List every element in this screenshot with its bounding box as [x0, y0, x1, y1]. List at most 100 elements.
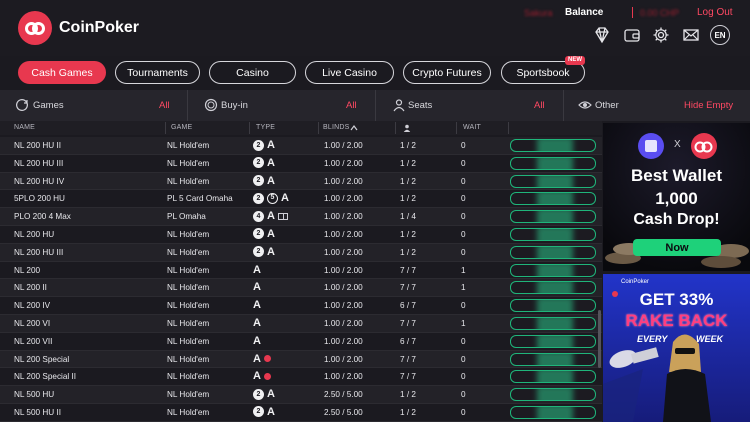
col-blinds[interactable]: BLINDS	[323, 124, 350, 131]
join-table-button[interactable]	[510, 299, 596, 313]
table-row[interactable]: NL 200 VII NL Hold'em A 1.00 / 2.00 6 / 7 0	[0, 333, 602, 351]
row-blinds: 1.00 / 2.00	[324, 265, 363, 275]
row-wait: 0	[461, 212, 466, 222]
table-row[interactable]: NL 200 HU IV NL Hold'em 2 A 1.00 / 2.00 1 / 2…	[0, 172, 602, 191]
join-table-button[interactable]	[510, 281, 596, 295]
join-table-button[interactable]	[510, 263, 596, 277]
row-blinds: 1.00 / 2.00	[324, 212, 363, 222]
table-row[interactable]: NL 200 HU III NL Hold'em 2 A 1.00 / 2.00 1 / …	[0, 155, 602, 173]
diamond-icon[interactable]	[593, 26, 611, 44]
table-row[interactable]: 5PLO 200 HU PL 5 Card Omaha 2 5 A 1.00 / 2.00…	[0, 190, 602, 209]
join-table-button[interactable]	[510, 352, 596, 366]
table-row[interactable]: NL 200 Special NL Hold'em A 1.00 / 2.00 7 / …	[0, 350, 602, 369]
row-game: NL Hold'em	[167, 354, 210, 364]
row-type-icons: A	[253, 299, 264, 311]
tab-casino[interactable]: Casino	[209, 61, 296, 84]
tab-tournaments[interactable]: Tournaments	[115, 61, 200, 84]
join-table-button[interactable]	[510, 174, 596, 188]
row-wait: 0	[461, 372, 466, 382]
table-row[interactable]: NL 500 HU NL Hold'em 2 A 2.50 / 5.00 1 / 2 0	[0, 386, 602, 404]
logout-link[interactable]: Log Out	[697, 7, 733, 18]
row-type-icons: A	[253, 281, 264, 293]
row-type-icons: A	[253, 353, 271, 365]
filter-seats-value[interactable]: All	[534, 100, 545, 111]
row-blinds: 1.00 / 2.00	[324, 301, 363, 311]
row-wait: 0	[461, 336, 466, 346]
col-divider	[165, 122, 166, 134]
join-button-glow	[537, 264, 573, 276]
ad2-line2: RAKE BACK	[625, 311, 728, 330]
coinpoker-logo-icon[interactable]	[18, 11, 52, 45]
table-row[interactable]: NL 200 HU NL Hold'em 2 A 1.00 / 2.00 1 / 2 0	[0, 226, 602, 244]
filter-seats[interactable]: Seats All	[376, 90, 563, 121]
table-row[interactable]: NL 200 IV NL Hold'em A 1.00 / 2.00 6 / 7 0	[0, 297, 602, 315]
special-dot-icon	[263, 372, 271, 380]
ad2-line3: EVERY	[637, 334, 668, 344]
filter-games[interactable]: Games All	[0, 90, 187, 121]
row-seats: 7 / 7	[400, 265, 416, 275]
col-game[interactable]: GAME	[171, 124, 193, 131]
tab-cash-games[interactable]: Cash Games	[18, 61, 106, 84]
row-blinds: 2.50 / 5.00	[324, 407, 363, 417]
table-row[interactable]: NL 200 HU II NL Hold'em 2 A 1.00 / 2.00 1 / 2…	[0, 137, 602, 155]
filter-buyin[interactable]: Buy-in All	[188, 90, 375, 121]
join-table-button[interactable]	[510, 156, 596, 170]
table-row[interactable]: NL 200 NL Hold'em A 1.00 / 2.00 7 / 7 1	[0, 262, 602, 280]
join-table-button[interactable]	[510, 210, 596, 224]
col-type[interactable]: TYPE	[256, 124, 276, 131]
promo-banner-best-wallet[interactable]: X Best Wallet 1,000 Cash Drop! Now	[603, 123, 750, 271]
table-row[interactable]: NL 200 VI NL Hold'em A 1.00 / 2.00 7 / 7 1	[0, 314, 602, 333]
table-scrollbar[interactable]	[598, 310, 601, 368]
row-seats: 7 / 7	[400, 318, 416, 328]
players-icon[interactable]	[403, 124, 411, 132]
table-row[interactable]: NL 200 II NL Hold'em A 1.00 / 2.00 7 / 7 1	[0, 279, 602, 298]
join-table-button[interactable]	[510, 316, 596, 330]
max-players-icon: 2	[253, 406, 264, 418]
col-name[interactable]: NAME	[14, 124, 36, 131]
row-game: NL Hold'em	[167, 336, 210, 346]
special-dot-icon	[263, 355, 271, 363]
row-wait: 0	[461, 141, 466, 150]
join-table-button[interactable]	[510, 192, 596, 206]
promo-banner-rakeback[interactable]: CoinPoker GET 33% RAKE BACK EVERY WEEK	[603, 274, 750, 422]
tab-crypto-futures[interactable]: Crypto Futures	[403, 61, 491, 84]
ad2-line4: WEEK	[696, 334, 723, 344]
col-wait[interactable]: WAIT	[463, 124, 482, 131]
wallet-icon[interactable]	[623, 26, 641, 44]
row-game: NL Hold'em	[167, 301, 210, 311]
filter-divider	[375, 90, 376, 121]
filter-games-value[interactable]: All	[159, 100, 170, 111]
anonymous-table-icon: A	[253, 316, 261, 329]
ad1-cta-button[interactable]: Now	[633, 239, 721, 256]
row-blinds: 1.00 / 2.00	[324, 354, 363, 364]
table-row[interactable]: NL 200 Special II NL Hold'em A 1.00 / 2.00 7…	[0, 368, 602, 387]
join-table-button[interactable]	[510, 388, 596, 402]
table-row[interactable]: NL 500 HU II NL Hold'em 2 A 2.50 / 5.00 1 / 2…	[0, 404, 602, 422]
row-wait: 0	[461, 301, 466, 311]
row-wait: 0	[461, 407, 466, 417]
join-table-button[interactable]	[510, 139, 596, 152]
table-row[interactable]: PLO 200 4 Max PL Omaha 4 A 1.00 / 2.00 1 / 4 0	[0, 208, 602, 226]
row-wait: 0	[461, 247, 466, 257]
join-table-button[interactable]	[510, 334, 596, 348]
settings-icon[interactable]	[652, 26, 670, 44]
tab-live-casino[interactable]: Live Casino	[305, 61, 394, 84]
mail-icon[interactable]	[682, 26, 700, 44]
table-row[interactable]: NL 200 HU III NL Hold'em 2 A 1.00 / 2.00 1 / …	[0, 243, 602, 262]
filter-buyin-value[interactable]: All	[346, 100, 357, 111]
new-badge: NEW	[565, 56, 585, 65]
games-icon	[16, 99, 28, 111]
balance-label[interactable]: Balance	[565, 7, 604, 18]
anonymous-table-icon: A	[253, 263, 261, 276]
language-selector[interactable]: EN	[710, 25, 730, 45]
join-table-button[interactable]	[510, 227, 596, 241]
filter-other[interactable]: Other Hide Empty	[564, 90, 750, 121]
join-table-button[interactable]	[510, 405, 596, 419]
filter-other-value[interactable]: Hide Empty	[684, 100, 734, 111]
tab-sportsbook[interactable]: Sportsbook	[501, 61, 585, 84]
join-table-button[interactable]	[510, 370, 596, 384]
join-table-button[interactable]	[510, 245, 596, 259]
sort-up-icon[interactable]	[350, 124, 358, 132]
brand-name[interactable]: CoinPoker	[59, 19, 140, 36]
